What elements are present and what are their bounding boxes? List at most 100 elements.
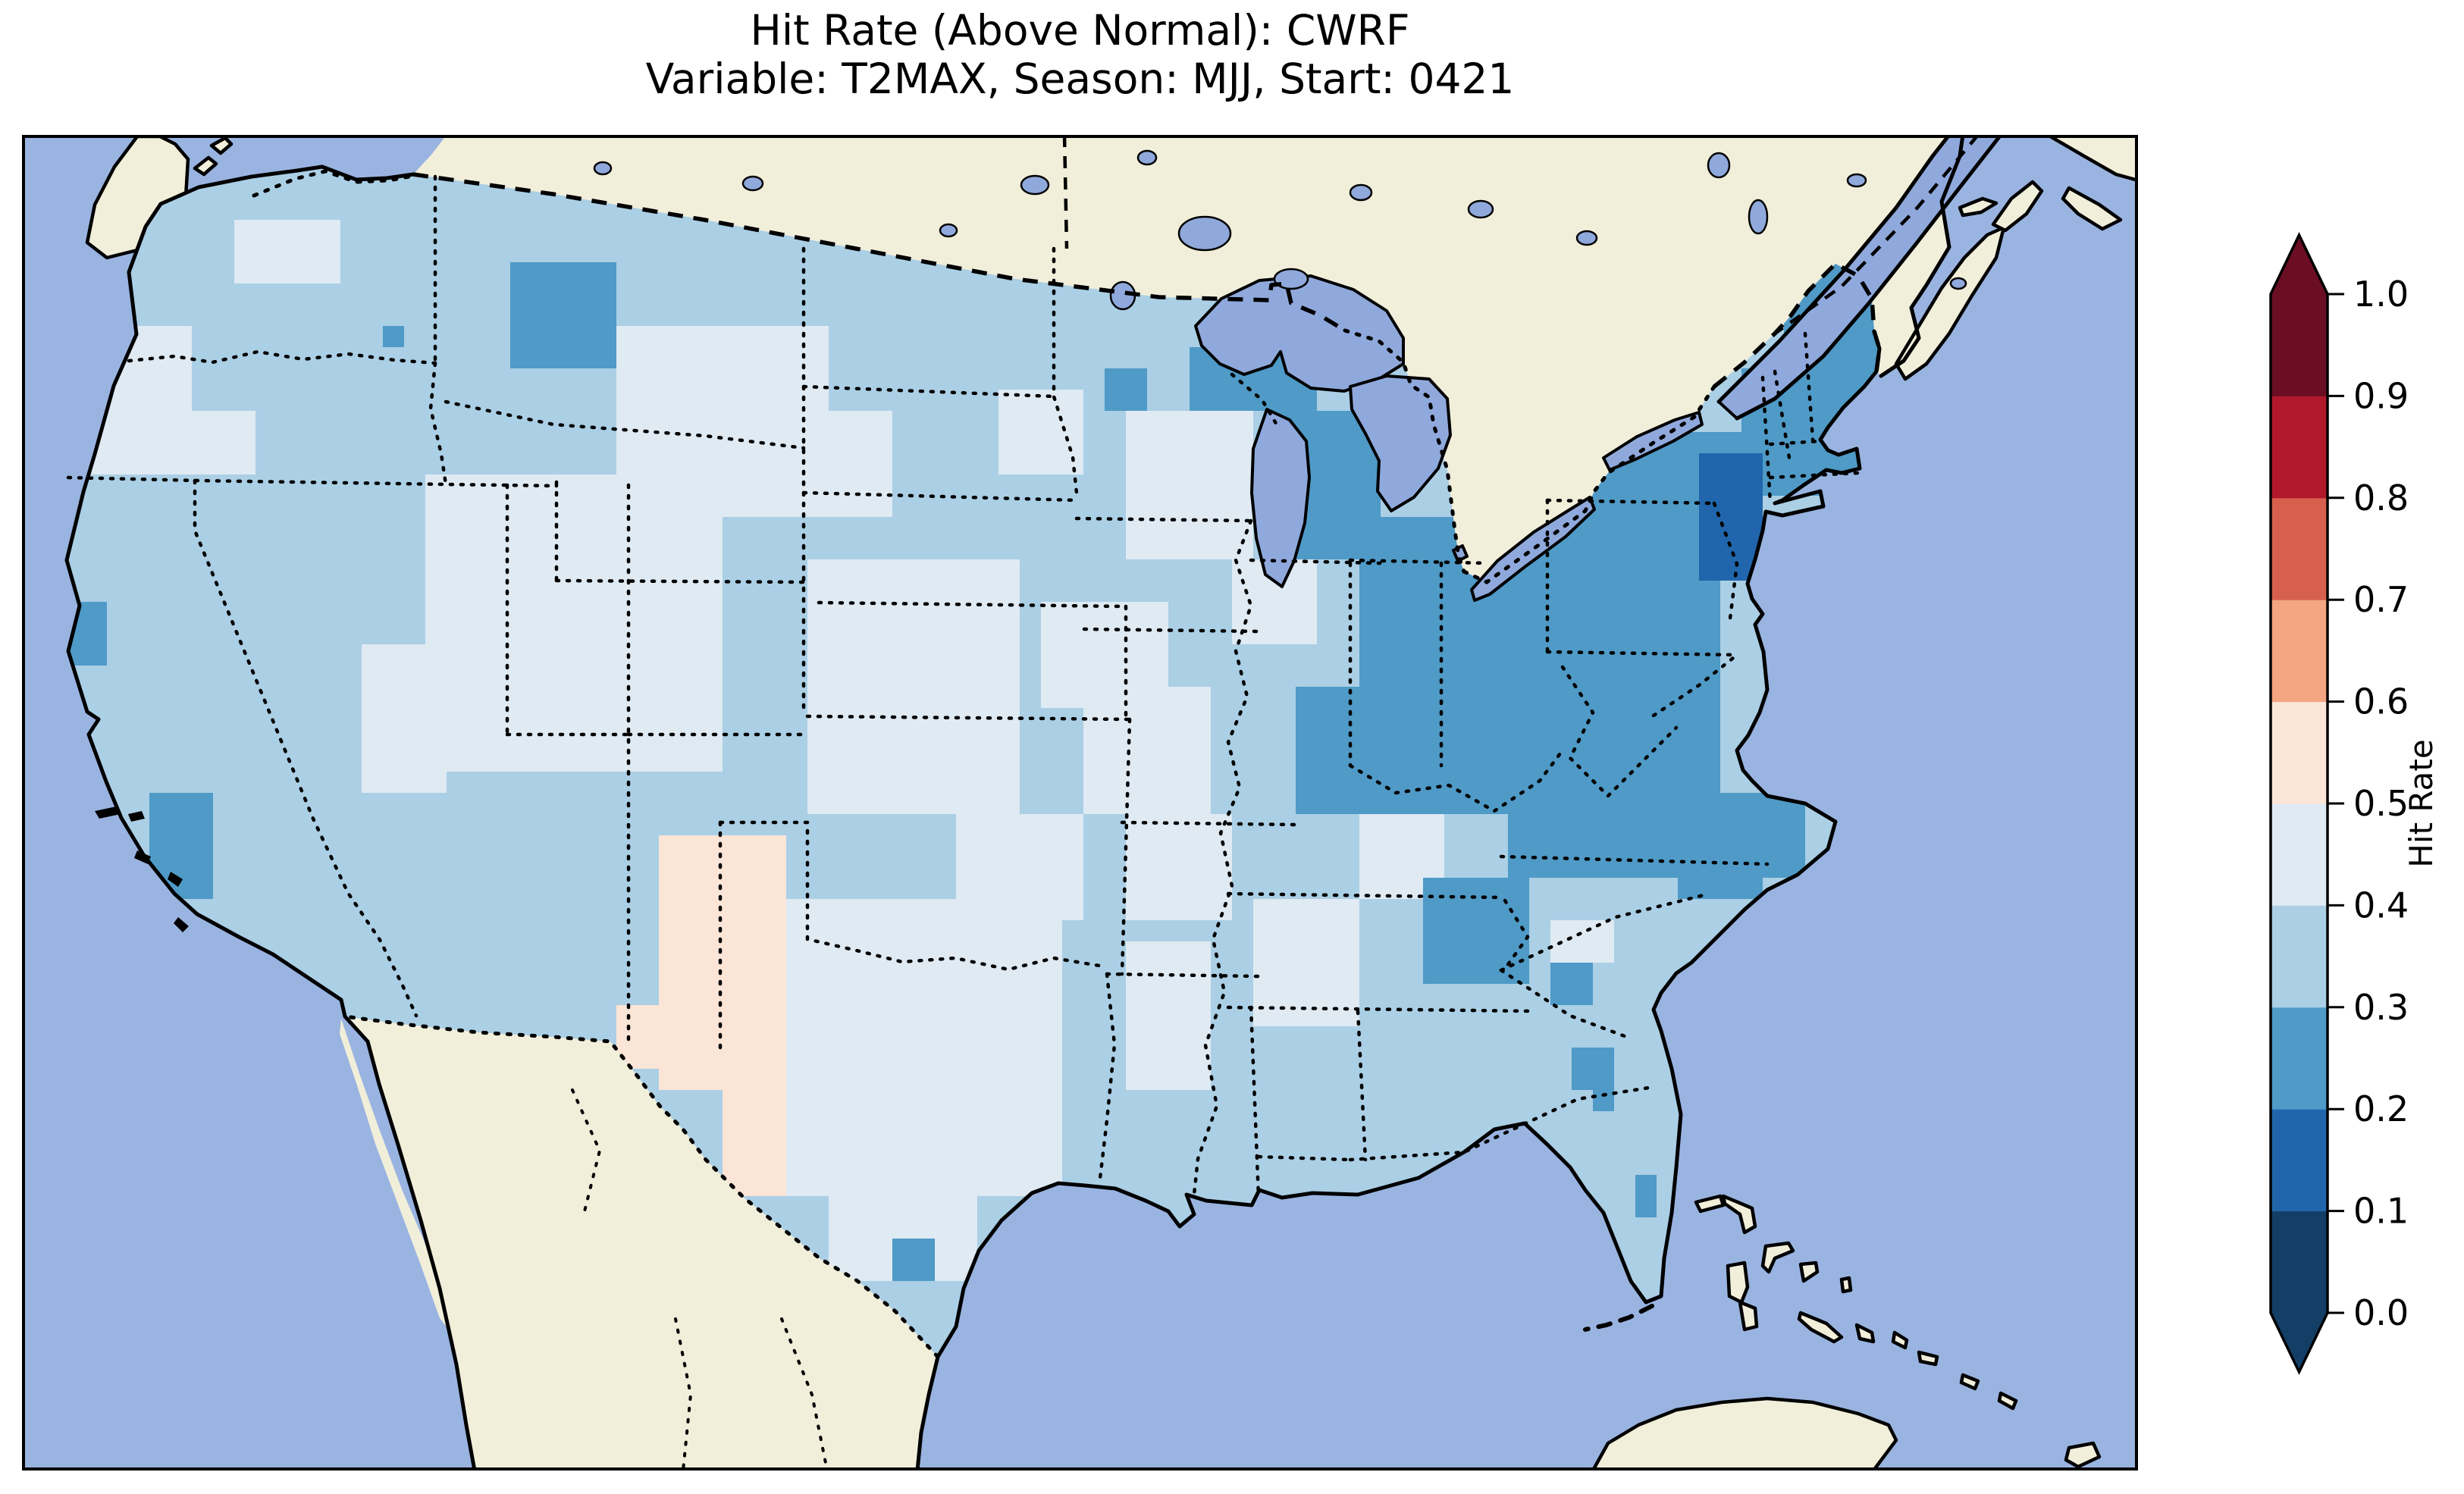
- state-border: [1348, 558, 1489, 565]
- colorbar-segment: [2271, 905, 2328, 1008]
- figure-title: Hit Rate (Above Normal): CWRF Variable: …: [22, 6, 2138, 103]
- state-border: [1499, 854, 1770, 866]
- hit-rate-cell-patch: [425, 475, 723, 772]
- title-line-1: Hit Rate (Above Normal): CWRF: [750, 6, 1410, 55]
- colorbar-tick-label: 1.0: [2353, 274, 2409, 315]
- lake-water: [1470, 496, 1596, 602]
- colorbar-over-arrow: [2271, 235, 2328, 294]
- lake-water: [1349, 374, 1452, 512]
- canada-landmass: [413, 135, 1963, 582]
- small-islands: [95, 807, 1654, 1332]
- hit-rate-cell-patch: [1572, 1048, 1614, 1090]
- island-landmass: [1891, 1330, 1909, 1350]
- state-border: [1256, 1154, 1353, 1162]
- colorbar-under-arrow: [2271, 1313, 2328, 1372]
- map-frame: [22, 135, 2138, 1471]
- hit-rate-cell-patch: [1508, 666, 1720, 814]
- state-border: [1356, 1009, 1368, 1162]
- coastline: [915, 329, 1882, 1471]
- island-landmass: [209, 136, 234, 155]
- state-border: [127, 349, 437, 365]
- state-border: [1503, 898, 1530, 971]
- colorbar-segment: [2271, 701, 2328, 804]
- hit-rate-cell-patch: [956, 814, 1083, 920]
- small-lake: [1273, 268, 1309, 290]
- island-landmass: [2045, 135, 2138, 183]
- colorbar-tick-label: 0.9: [2353, 375, 2409, 416]
- state-border: [1712, 501, 1739, 627]
- title-line-2: Variable: T2MAX, Season: MJJ, Start: 042…: [645, 55, 1515, 103]
- small-lake: [1575, 230, 1598, 246]
- colorbar-segment: [2271, 1211, 2328, 1314]
- state-border: [444, 399, 806, 450]
- island-landmass: [1591, 1396, 1898, 1471]
- state-border: [1499, 892, 1709, 973]
- state-border: [1097, 972, 1117, 1187]
- hit-rate-cell-patch: [1635, 1175, 1657, 1217]
- colorbar-segment: [2271, 1109, 2328, 1212]
- state-border: [1105, 972, 1261, 979]
- state-border: [1773, 369, 1792, 465]
- island-landmass: [1797, 1311, 1844, 1344]
- state-border: [193, 478, 419, 1018]
- island-landmass: [1917, 1350, 1939, 1367]
- state-border: [1545, 498, 1716, 506]
- colorbar-tick-label: 0.8: [2353, 478, 2409, 518]
- channel-island: [134, 850, 151, 864]
- small-lake: [1748, 199, 1769, 235]
- state-border: [1230, 372, 1280, 428]
- state-border: [718, 820, 1102, 972]
- channel-island: [168, 872, 183, 887]
- island-landmass: [1894, 225, 2006, 381]
- coastline: [1716, 135, 1951, 404]
- state-border: [1768, 439, 1823, 446]
- colorbar-segment: [2271, 803, 2328, 906]
- state-border: [1120, 820, 1299, 827]
- state-border: [801, 490, 1079, 503]
- channel-island: [95, 807, 121, 819]
- state-border: [1226, 1005, 1534, 1013]
- political-borders: [66, 135, 1980, 1471]
- island-landmass: [1726, 1261, 1750, 1305]
- island-landmass: [193, 155, 218, 177]
- colorbar-segment: [2271, 396, 2328, 499]
- state-border: [817, 600, 1124, 609]
- state-border: [554, 578, 806, 584]
- state-border: [1560, 665, 1679, 798]
- hit-rate-cell-patch: [1105, 368, 1147, 411]
- colorbar: 0.0 0.1 0.2 0.3 0.4 0.5 0.6 0.7 0.8 0.9 1.0 Hit Rat…: [2269, 231, 2440, 1376]
- colorbar-tick-label: 0.0: [2353, 1292, 2409, 1333]
- state-border: [801, 384, 1056, 399]
- state-border: [1348, 1085, 1656, 1162]
- colorbar-segment: [2271, 294, 2328, 396]
- colorbar-tick-label: 0.7: [2353, 579, 2409, 620]
- colorbar-tick-label: 0.3: [2353, 987, 2409, 1028]
- colorbar-segment: [2271, 1007, 2328, 1110]
- hit-rate-cell-patch: [510, 262, 616, 368]
- small-lake: [1020, 174, 1050, 196]
- island-landmass: [1721, 1194, 1757, 1235]
- hit-rate-cell-patch: [1083, 687, 1211, 814]
- us-canada-border: [412, 172, 1346, 333]
- hit-rate-cell-patch: [1126, 411, 1253, 559]
- channel-island: [128, 811, 145, 822]
- state-border: [805, 714, 1132, 722]
- mexico-state-border: [571, 1088, 602, 1213]
- coastline: [320, 164, 415, 182]
- mexico-landmass: [345, 1016, 938, 1471]
- hit-rate-cell-patch: [1550, 963, 1593, 1005]
- state-border: [1348, 748, 1565, 813]
- mexico-state-border: [674, 1317, 693, 1471]
- island-landmass: [1854, 1323, 1876, 1344]
- hit-rate-cell-patch: [892, 1239, 935, 1281]
- small-lake: [1949, 277, 1967, 290]
- hit-rate-cell-patch: [1126, 941, 1211, 1090]
- coastlines: [64, 135, 2003, 1471]
- channel-island: [174, 917, 189, 932]
- state-border: [1052, 246, 1079, 495]
- state-border: [1499, 968, 1633, 1041]
- hit-rate-cell-patch: [1253, 899, 1359, 1026]
- colorbar-tick-label: 0.4: [2353, 885, 2409, 926]
- state-border: [1545, 650, 1739, 657]
